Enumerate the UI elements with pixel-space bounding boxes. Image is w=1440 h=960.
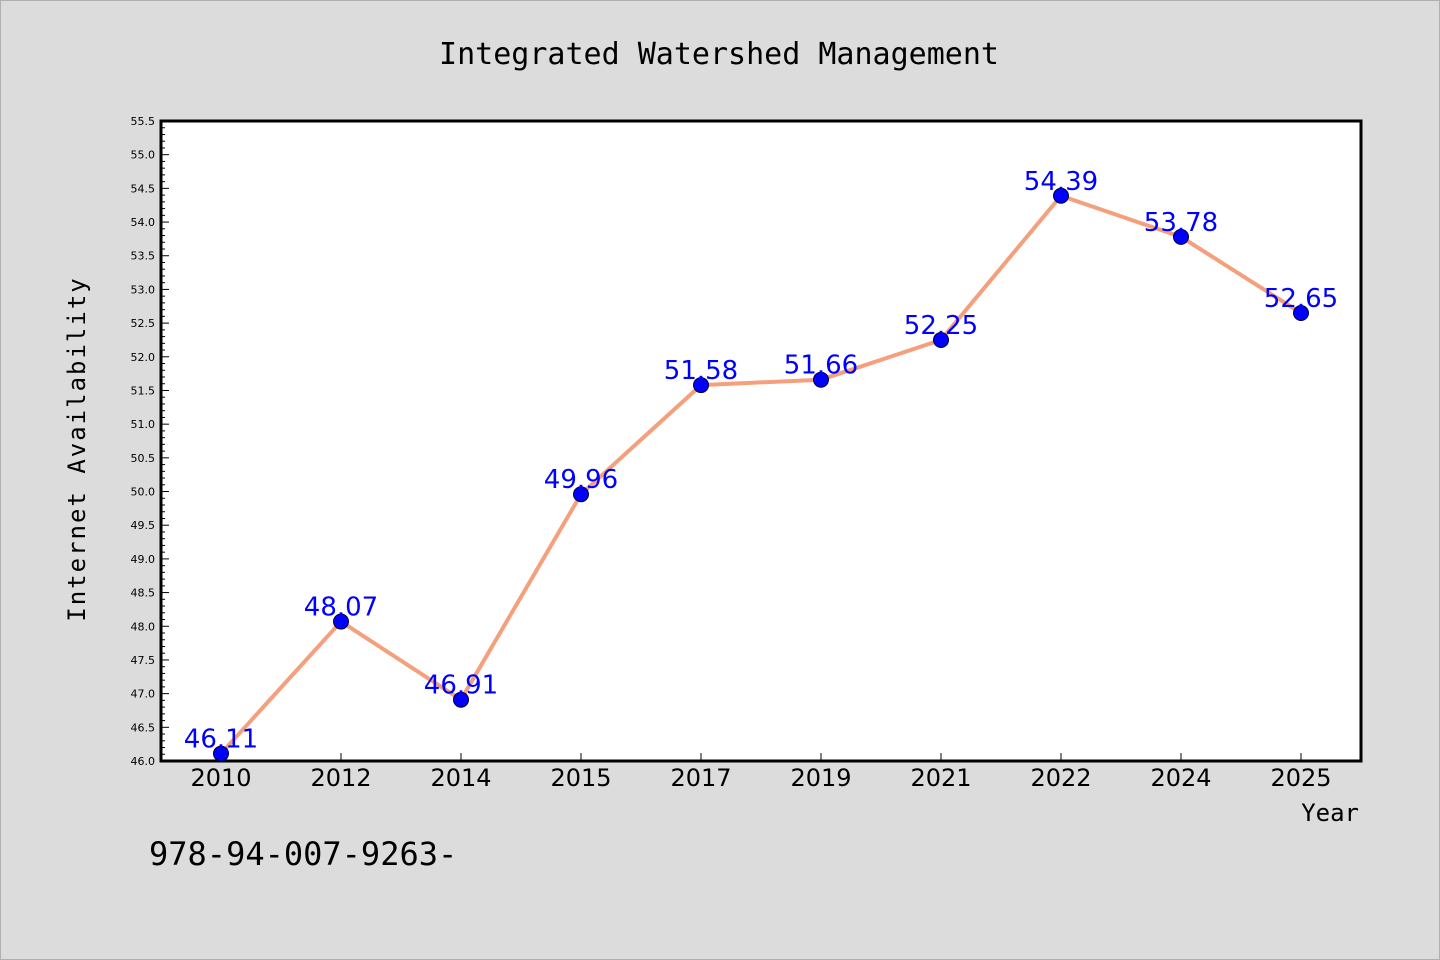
data-point-marker xyxy=(933,331,949,348)
x-tick-label: 2010 xyxy=(190,764,251,792)
data-point-marker xyxy=(213,745,229,762)
data-label: 52.25 xyxy=(904,311,978,341)
data-labels: 46.11 48.07 46.91 49.96 51.58 51.66 52.25 54.39… xyxy=(184,167,1338,755)
x-tick-label: 2025 xyxy=(1270,764,1331,792)
y-tick-label: 48.5 xyxy=(131,587,156,600)
y-tick-label: 48.0 xyxy=(131,620,156,633)
y-tick-label: 52.0 xyxy=(131,351,156,364)
data-label: 53.78 xyxy=(1144,208,1218,238)
x-tick-label: 2024 xyxy=(1150,764,1211,792)
y-tick-label: 47.5 xyxy=(131,654,156,667)
y-tick-label: 55.0 xyxy=(131,149,156,162)
y-tick-label: 50.5 xyxy=(131,452,156,465)
x-axis-ticks: 2010 2012 2014 2015 2017 2019 2021 2022 2024 2025 xyxy=(190,753,1332,792)
y-tick-label: 53.0 xyxy=(131,283,156,296)
data-point-marker xyxy=(333,613,349,630)
x-tick-label: 2019 xyxy=(790,764,851,792)
chart-title: Integrated Watershed Management xyxy=(439,37,999,72)
data-label: 51.58 xyxy=(664,356,738,386)
y-tick-label: 54.5 xyxy=(131,182,156,195)
x-tick-label: 2014 xyxy=(430,764,491,792)
footer-code: 978-94-007-9263- xyxy=(149,835,457,873)
x-tick-label: 2012 xyxy=(310,764,371,792)
y-axis-ticks: 46.0 46.5 47.0 47.5 48.0 48.5 49.0 49.5 50.0 50.5… xyxy=(131,115,169,768)
data-point-marker xyxy=(693,377,709,394)
data-point-marker xyxy=(1173,228,1189,245)
y-tick-label: 49.0 xyxy=(131,553,156,566)
y-tick-label: 46.0 xyxy=(131,755,156,768)
x-tick-label: 2021 xyxy=(910,764,971,792)
y-tick-label: 54.0 xyxy=(131,216,156,229)
data-point-marker xyxy=(813,371,829,388)
data-label: 54.39 xyxy=(1024,167,1098,197)
data-label: 51.66 xyxy=(784,351,858,381)
data-label: 49.96 xyxy=(544,465,618,495)
y-tick-label: 51.0 xyxy=(131,418,156,431)
data-point-marker xyxy=(1053,187,1069,204)
data-point-marker xyxy=(573,486,589,503)
y-tick-label: 46.5 xyxy=(131,721,156,734)
x-tick-label: 2022 xyxy=(1030,764,1091,792)
series-markers xyxy=(213,187,1309,762)
y-tick-label: 49.5 xyxy=(131,519,156,532)
series-line xyxy=(219,193,1303,755)
data-point-marker xyxy=(453,691,469,708)
data-label: 48.07 xyxy=(304,593,378,623)
x-axis-label: Year xyxy=(1301,799,1359,827)
plot-area xyxy=(159,119,1363,763)
data-label: 52.65 xyxy=(1264,284,1338,314)
y-tick-label: 52.5 xyxy=(131,317,156,330)
y-tick-label: 50.0 xyxy=(131,486,156,499)
data-label: 46.91 xyxy=(424,671,498,701)
data-point-marker xyxy=(1293,305,1309,321)
y-tick-label: 51.5 xyxy=(131,384,156,397)
x-tick-label: 2017 xyxy=(670,764,731,792)
y-tick-label: 47.0 xyxy=(131,688,156,701)
y-tick-label: 55.5 xyxy=(131,115,156,128)
x-tick-label: 2015 xyxy=(550,764,611,792)
y-tick-label: 53.5 xyxy=(131,250,156,263)
data-label: 46.11 xyxy=(184,725,258,755)
y-axis-label: Internet Availability xyxy=(63,276,91,621)
